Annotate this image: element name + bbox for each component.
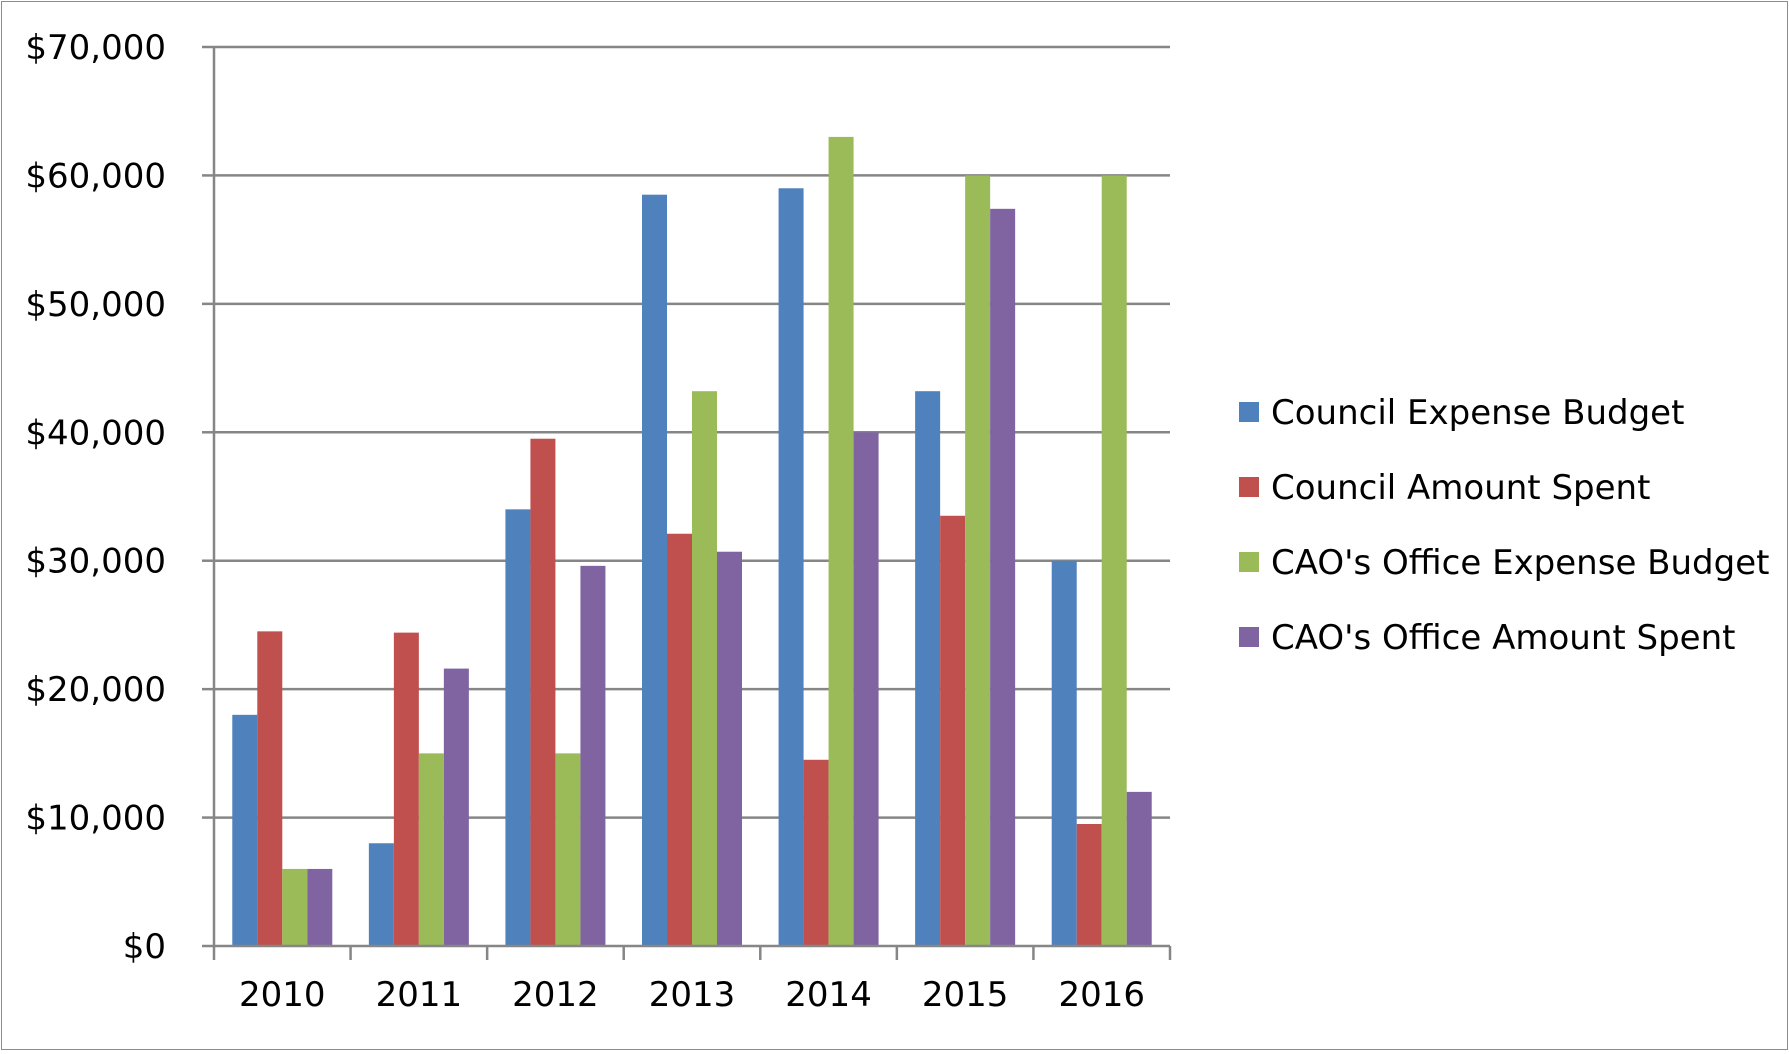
x-tick-label: 2014 <box>785 975 872 1015</box>
y-tick-label: $60,000 <box>25 156 166 196</box>
x-tick-label: 2016 <box>1058 975 1145 1015</box>
y-tick-label: $20,000 <box>25 670 166 710</box>
bar <box>505 509 531 946</box>
bar <box>965 175 991 946</box>
bar <box>555 753 581 946</box>
bar <box>717 551 742 946</box>
x-tick-label: 2015 <box>922 975 1009 1015</box>
legend-label: Council Amount Spent <box>1271 468 1650 508</box>
legend-swatch <box>1239 627 1259 647</box>
bar <box>393 632 419 946</box>
bar <box>307 868 333 946</box>
legend-swatch <box>1239 402 1259 422</box>
y-tick-label: $70,000 <box>25 28 166 68</box>
bar <box>1101 175 1127 946</box>
x-tick-label: 2011 <box>376 975 463 1015</box>
bar <box>990 208 1016 946</box>
y-tick-label: $0 <box>123 927 166 967</box>
bar <box>853 432 879 946</box>
y-tick-label: $40,000 <box>25 413 166 453</box>
bar <box>368 843 394 946</box>
bar <box>282 868 308 946</box>
x-tick-label: 2012 <box>512 975 599 1015</box>
bar <box>580 565 606 946</box>
bar <box>232 714 258 946</box>
x-tick-label: 2013 <box>649 975 736 1015</box>
bar <box>642 194 667 946</box>
bar <box>803 759 829 946</box>
bar <box>418 753 444 946</box>
bar <box>1076 823 1102 946</box>
legend-swatch <box>1239 477 1259 497</box>
axes <box>202 45 1172 960</box>
bar <box>692 391 717 946</box>
bar <box>915 391 941 946</box>
bar <box>778 188 804 946</box>
legend-swatch <box>1239 552 1259 572</box>
bar <box>443 668 469 946</box>
y-tick-label: $50,000 <box>25 285 166 325</box>
y-tick-label: $10,000 <box>25 799 166 839</box>
x-tick-label: 2010 <box>239 975 326 1015</box>
y-tick-label: $30,000 <box>25 542 166 582</box>
legend-label: Council Expense Budget <box>1271 393 1684 433</box>
legend-label: CAO's Office Expense Budget <box>1271 543 1769 583</box>
bars <box>232 136 1152 946</box>
bar <box>667 533 692 946</box>
bar <box>940 515 966 946</box>
bar <box>828 136 854 946</box>
legend: Council Expense Budget Council Amount Spe… <box>1239 393 1769 658</box>
legend-label: CAO's Office Amount Spent <box>1271 618 1735 658</box>
bar <box>530 438 556 946</box>
bar <box>257 631 283 946</box>
y-tick-labels: $0 $10,000 $20,000 $30,000 $40,000 $50,000 $60… <box>25 28 166 967</box>
bar <box>1051 560 1077 946</box>
bar <box>1126 791 1152 946</box>
x-tick-labels: 2010 2011 2012 2013 2014 2015 2016 <box>239 975 1145 1015</box>
